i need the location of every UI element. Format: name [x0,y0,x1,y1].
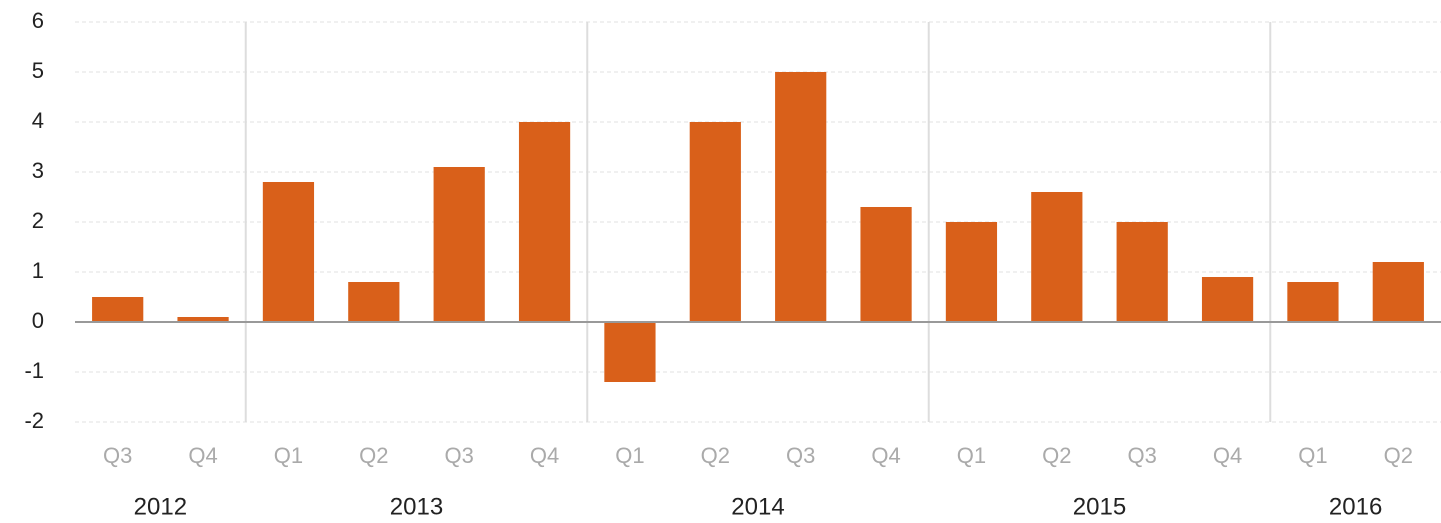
bar [860,207,912,322]
x-tick-label: Q3 [103,443,132,468]
x-tick-label: Q2 [359,443,388,468]
bar [775,72,827,322]
x-tick-label: Q1 [957,443,986,468]
bar [348,282,400,322]
bar [1201,277,1254,322]
x-tick-label: Q2 [1384,443,1413,468]
bar [177,317,229,322]
x-tick-label: Q4 [188,443,217,468]
bar [262,182,315,322]
bar [1031,192,1083,322]
group-label: 2015 [1073,493,1126,520]
bar [518,122,571,322]
y-tick-label: -1 [24,358,44,383]
x-tick-label: Q1 [274,443,303,468]
group-label: 2012 [134,493,187,520]
y-tick-label: 1 [32,258,44,283]
x-tick-label: Q1 [615,443,644,468]
x-tick-label: Q3 [1128,443,1157,468]
x-tick-label: Q4 [1213,443,1242,468]
x-tick-label: Q3 [786,443,815,468]
bar [689,122,741,322]
x-tick-label: Q1 [1298,443,1327,468]
x-tick-label: Q4 [530,443,559,468]
bar [604,322,656,382]
y-tick-label: 6 [32,8,44,33]
y-tick-label: 3 [32,158,44,183]
y-tick-label: 2 [32,208,44,233]
y-tick-label: -2 [24,408,44,433]
bar [92,297,144,322]
x-tick-label: Q3 [445,443,474,468]
bar [1372,262,1424,322]
y-tick-label: 5 [32,58,44,83]
x-tick-label: Q2 [1042,443,1071,468]
group-label: 2014 [731,493,784,520]
bar [1116,222,1168,322]
group-label: 2013 [390,493,443,520]
bar [945,222,998,322]
y-tick-label: 4 [32,108,44,133]
group-label: 2016 [1329,493,1382,520]
bar [433,167,485,322]
y-tick-label: 0 [32,308,44,333]
x-tick-label: Q4 [871,443,900,468]
bar [1287,282,1339,322]
x-tick-label: Q2 [701,443,730,468]
